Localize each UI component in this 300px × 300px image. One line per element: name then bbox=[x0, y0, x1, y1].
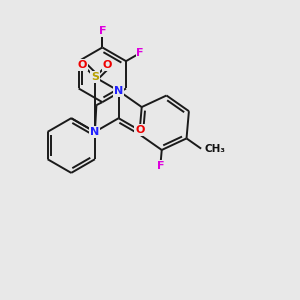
Text: CH₃: CH₃ bbox=[204, 144, 225, 154]
Text: F: F bbox=[157, 161, 164, 171]
Text: N: N bbox=[114, 86, 123, 96]
Text: F: F bbox=[136, 48, 144, 58]
Text: F: F bbox=[99, 26, 106, 36]
Text: S: S bbox=[91, 72, 99, 82]
Text: N: N bbox=[90, 127, 100, 137]
Text: O: O bbox=[78, 60, 87, 70]
Text: O: O bbox=[135, 125, 144, 135]
Text: O: O bbox=[103, 60, 112, 70]
